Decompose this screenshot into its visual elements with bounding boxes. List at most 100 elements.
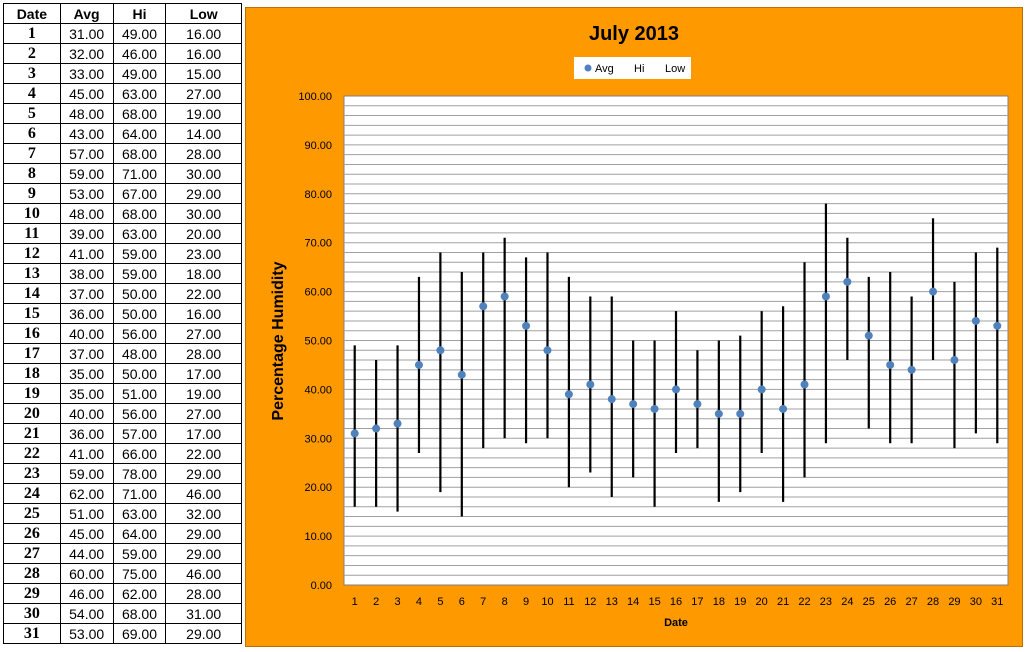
- value-cell: 29.00: [165, 523, 242, 544]
- value-cell: 27.00: [165, 83, 242, 104]
- table-row: 30 54.00 68.00 31.00: [3, 603, 242, 624]
- value-cell: 29.00: [165, 183, 242, 204]
- table-row: 15 36.00 50.00 16.00: [3, 303, 242, 324]
- value-cell: 64.00: [112, 123, 167, 144]
- value-cell: 19.00: [165, 103, 242, 124]
- value-cell: 71.00: [112, 483, 167, 504]
- date-cell: 12: [3, 243, 61, 264]
- avg-points: [350, 277, 1002, 438]
- value-cell: 57.00: [112, 423, 167, 444]
- x-tick-label: 22: [798, 596, 810, 608]
- value-cell: 22.00: [165, 283, 242, 304]
- value-cell: 17.00: [165, 363, 242, 384]
- x-axis-title: Date: [664, 617, 688, 629]
- date-cell: 3: [3, 63, 61, 84]
- value-cell: 41.00: [59, 243, 114, 264]
- x-tick-label: 30: [970, 596, 982, 608]
- table-row: 8 59.00 71.00 30.00: [3, 163, 242, 184]
- value-cell: 30.00: [165, 163, 242, 184]
- avg-point: [693, 400, 702, 409]
- value-cell: 59.00: [59, 463, 114, 484]
- date-cell: 6: [3, 123, 61, 144]
- value-cell: 23.00: [165, 243, 242, 264]
- legend: Avg Hi Low: [574, 57, 691, 79]
- table-row: 16 40.00 56.00 27.00: [3, 323, 242, 344]
- value-cell: 28.00: [165, 583, 242, 604]
- y-tick-label: 40.00: [304, 384, 332, 396]
- table-row: 22 41.00 66.00 22.00: [3, 443, 242, 464]
- value-cell: 17.00: [165, 423, 242, 444]
- value-cell: 27.00: [165, 323, 242, 344]
- humidity-chart: July 2013 Avg Hi Low 0.0010.0020.0030.00…: [270, 23, 1009, 629]
- value-cell: 46.00: [165, 483, 242, 504]
- date-cell: 2: [3, 43, 61, 64]
- value-cell: 78.00: [112, 463, 167, 484]
- avg-point: [950, 356, 959, 365]
- value-cell: 51.00: [112, 383, 167, 404]
- value-cell: 32.00: [59, 43, 114, 64]
- table-row: 6 43.00 64.00 14.00: [3, 123, 242, 144]
- table-row: 31 53.00 69.00 29.00: [3, 623, 242, 644]
- table-row: 17 37.00 48.00 28.00: [3, 343, 242, 364]
- y-tick-label: 10.00: [304, 531, 332, 543]
- value-cell: 40.00: [59, 403, 114, 424]
- date-cell: 23: [3, 463, 61, 484]
- value-cell: 16.00: [165, 23, 242, 44]
- y-tick-label: 90.00: [304, 140, 332, 152]
- value-cell: 49.00: [112, 63, 167, 84]
- value-cell: 68.00: [112, 203, 167, 224]
- avg-point: [650, 404, 659, 413]
- value-cell: 63.00: [112, 503, 167, 524]
- value-cell: 56.00: [112, 323, 167, 344]
- value-cell: 35.00: [59, 363, 114, 384]
- date-cell: 10: [3, 203, 61, 224]
- date-cell: 20: [3, 403, 61, 424]
- avg-point: [457, 370, 466, 379]
- value-cell: 59.00: [112, 543, 167, 564]
- x-tick-label: 20: [756, 596, 768, 608]
- y-tick-label: 60.00: [304, 287, 332, 299]
- table-row: 7 57.00 68.00 28.00: [3, 143, 242, 164]
- table-row: 26 45.00 64.00 29.00: [3, 523, 242, 544]
- table-body: 1 31.00 49.00 16.00 2 32.00 46.00 16.00 3 33.00 49…: [3, 23, 242, 644]
- value-cell: 68.00: [112, 143, 167, 164]
- value-cell: 33.00: [59, 63, 114, 84]
- x-tick-label: 18: [713, 596, 725, 608]
- x-tick-label: 5: [437, 596, 443, 608]
- date-cell: 29: [3, 583, 61, 604]
- table-row: 24 62.00 71.00 46.00: [3, 483, 242, 504]
- avg-point: [672, 385, 680, 394]
- date-cell: 5: [3, 103, 61, 124]
- x-tick-label: 27: [905, 596, 917, 608]
- x-tick-label: 31: [991, 596, 1003, 608]
- avg-point: [800, 380, 809, 389]
- avg-point: [607, 395, 616, 404]
- date-cell: 22: [3, 443, 61, 464]
- date-cell: 24: [3, 483, 61, 504]
- date-cell: 16: [3, 323, 61, 344]
- table-row: 27 44.00 59.00 29.00: [3, 543, 242, 564]
- table-header: Date Avg Hi Low: [3, 3, 242, 24]
- value-cell: 28.00: [165, 143, 242, 164]
- data-table: Date Avg Hi Low 1 31.00 49.00 16.00 2 32.00 46.00…: [3, 3, 242, 644]
- avg-point: [350, 429, 359, 438]
- legend-avg-label: Avg: [595, 63, 614, 75]
- avg-point: [414, 360, 423, 369]
- value-cell: 46.00: [112, 43, 167, 64]
- table-row: 5 48.00 68.00 19.00: [3, 103, 242, 124]
- x-tick-label: 19: [734, 596, 746, 608]
- hi-low-range-lines: [353, 203, 999, 517]
- legend-low-label: Low: [665, 63, 685, 75]
- value-cell: 62.00: [112, 583, 167, 604]
- value-cell: 29.00: [165, 543, 242, 564]
- value-cell: 45.00: [59, 523, 114, 544]
- value-cell: 15.00: [165, 63, 242, 84]
- y-tick-label: 50.00: [304, 336, 332, 348]
- avg-point: [629, 400, 638, 409]
- x-tick-label: 14: [627, 596, 639, 608]
- value-cell: 63.00: [112, 223, 167, 244]
- date-cell: 26: [3, 523, 61, 544]
- value-cell: 30.00: [165, 203, 242, 224]
- value-cell: 62.00: [59, 483, 114, 504]
- x-tick-label: 25: [863, 596, 875, 608]
